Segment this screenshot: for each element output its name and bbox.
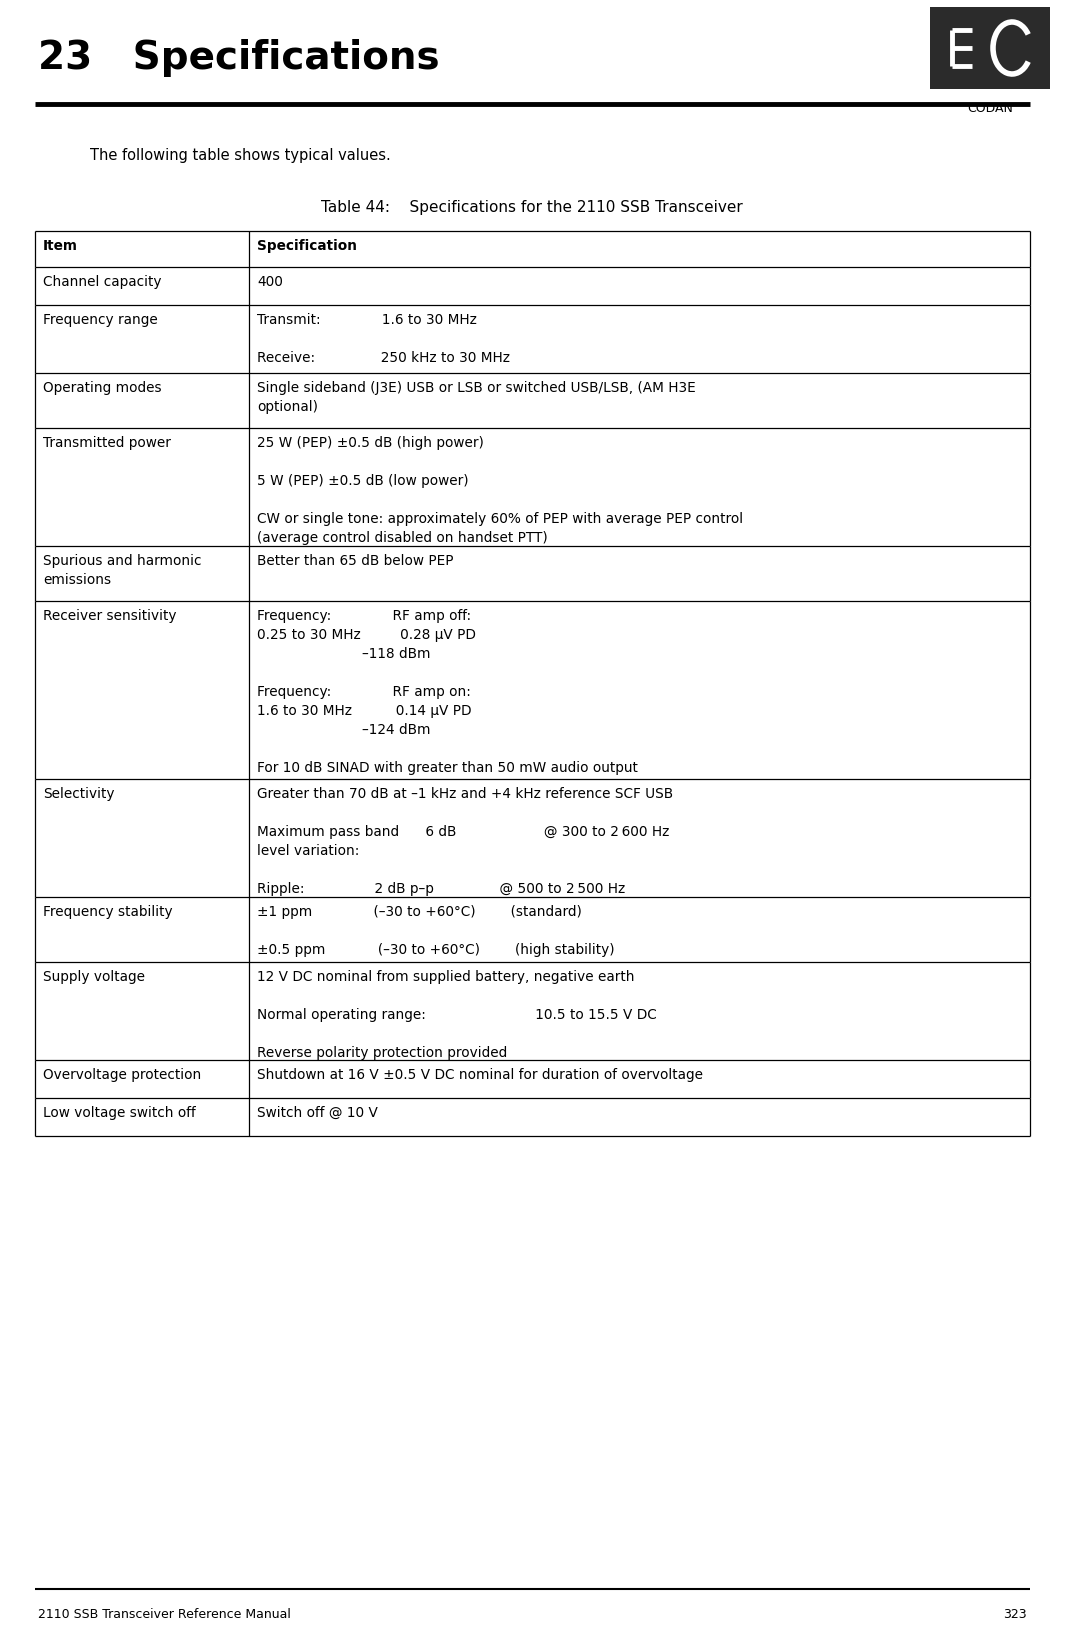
Text: Frequency range: Frequency range bbox=[43, 313, 158, 326]
Text: Shutdown at 16 V ±0.5 V DC nominal for duration of overvoltage: Shutdown at 16 V ±0.5 V DC nominal for d… bbox=[257, 1067, 703, 1082]
Text: Better than 65 dB below PEP: Better than 65 dB below PEP bbox=[257, 554, 454, 567]
Text: Item: Item bbox=[43, 239, 78, 252]
Text: Single sideband (J3E) USB or LSB or switched USB/LSB, (AM H3E
optional): Single sideband (J3E) USB or LSB or swit… bbox=[257, 380, 695, 413]
Text: Operating modes: Operating modes bbox=[43, 380, 162, 395]
Text: Specification: Specification bbox=[257, 239, 357, 252]
Text: The following table shows typical values.: The following table shows typical values… bbox=[91, 148, 391, 162]
Text: Frequency:              RF amp off:
0.25 to 30 MHz         0.28 μV PD
          : Frequency: RF amp off: 0.25 to 30 MHz 0.… bbox=[257, 608, 638, 774]
Text: 2110 SSB Transceiver Reference Manual: 2110 SSB Transceiver Reference Manual bbox=[38, 1606, 291, 1619]
Text: Supply voltage: Supply voltage bbox=[43, 969, 145, 983]
Text: Channel capacity: Channel capacity bbox=[43, 275, 162, 288]
Text: 23   Specifications: 23 Specifications bbox=[38, 39, 440, 77]
Text: Receiver sensitivity: Receiver sensitivity bbox=[43, 608, 177, 623]
Text: Transmitted power: Transmitted power bbox=[43, 436, 170, 449]
Text: Low voltage switch off: Low voltage switch off bbox=[43, 1105, 196, 1119]
Text: Table 44:    Specifications for the 2110 SSB Transceiver: Table 44: Specifications for the 2110 SS… bbox=[322, 200, 743, 215]
Text: ±1 ppm              (–30 to +60°C)        (standard)

±0.5 ppm            (–30 t: ±1 ppm (–30 to +60°C) (standard) ±0.5 pp… bbox=[257, 905, 615, 956]
Text: Greater than 70 dB at –1 kHz and +4 kHz reference SCF USB

Maximum pass band    : Greater than 70 dB at –1 kHz and +4 kHz … bbox=[257, 787, 673, 895]
Text: Switch off @ 10 V: Switch off @ 10 V bbox=[257, 1105, 378, 1119]
Text: Overvoltage protection: Overvoltage protection bbox=[43, 1067, 201, 1082]
Text: Selectivity: Selectivity bbox=[43, 787, 115, 800]
Text: Frequency stability: Frequency stability bbox=[43, 905, 173, 918]
Text: CODAN: CODAN bbox=[967, 102, 1013, 115]
Text: Transmit:              1.6 to 30 MHz

Receive:               250 kHz to 30 MHz: Transmit: 1.6 to 30 MHz Receive: 250 kHz… bbox=[257, 313, 510, 365]
Text: 12 V DC nominal from supplied battery, negative earth

Normal operating range:  : 12 V DC nominal from supplied battery, n… bbox=[257, 969, 657, 1059]
Text: 323: 323 bbox=[1003, 1606, 1027, 1619]
Text: Spurious and harmonic
emissions: Spurious and harmonic emissions bbox=[43, 554, 201, 587]
Text: 400: 400 bbox=[257, 275, 283, 288]
Text: 25 W (PEP) ±0.5 dB (high power)

5 W (PEP) ±0.5 dB (low power)

CW or single ton: 25 W (PEP) ±0.5 dB (high power) 5 W (PEP… bbox=[257, 436, 743, 544]
Bar bbox=[930, 8, 1050, 90]
